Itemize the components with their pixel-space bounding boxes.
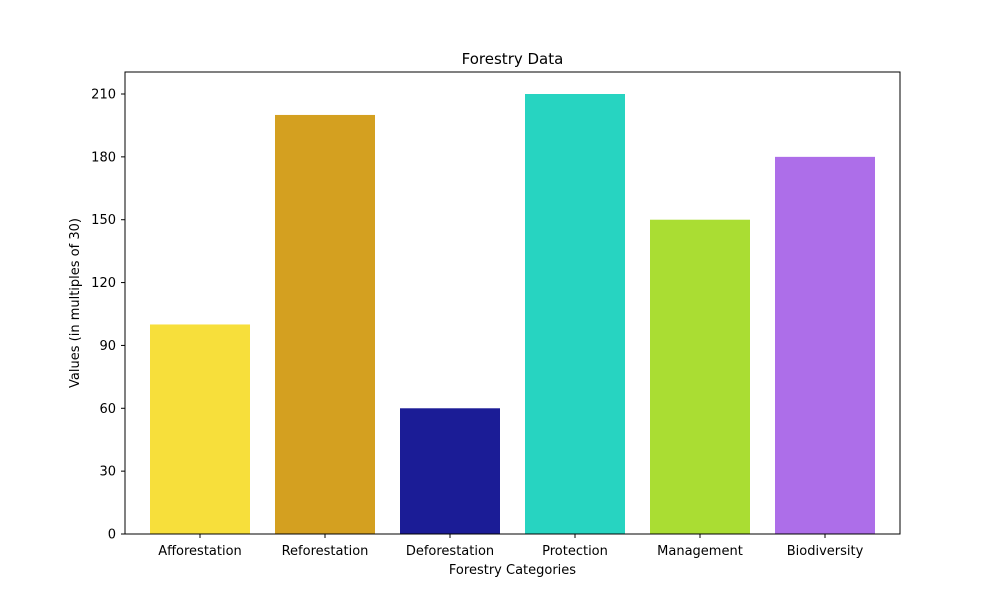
plot-frame — [124, 71, 901, 535]
x-tick-label: Biodiversity — [787, 544, 864, 559]
y-tick-label: 0 — [108, 528, 116, 543]
bar-reforestation — [275, 114, 375, 534]
bar-management — [650, 219, 750, 534]
x-tick-label: Afforestation — [158, 544, 242, 559]
y-tick-label: 120 — [91, 276, 116, 291]
y-tick-label: 30 — [99, 465, 116, 480]
bar-biodiversity — [775, 156, 875, 534]
y-tick-label: 180 — [91, 150, 116, 165]
x-tick-label: Management — [657, 544, 743, 559]
y-tick-label: 60 — [99, 402, 116, 417]
x-axis-label: Forestry Categories — [449, 563, 576, 578]
x-tick-label: Deforestation — [406, 544, 494, 559]
x-axis: Afforestation Reforestation Deforestation P… — [158, 534, 864, 559]
y-axis: 0 30 60 90 120 150 180 210 — [91, 88, 125, 543]
bar-afforestation — [150, 324, 250, 534]
bars-layer — [150, 94, 875, 534]
x-tick-label: Protection — [542, 544, 608, 559]
y-axis-label: Values (in multiples of 30) — [68, 218, 83, 388]
chart-title: Forestry Data — [462, 50, 564, 68]
y-tick-label: 210 — [91, 88, 116, 103]
bar-protection — [525, 94, 625, 534]
y-tick-label: 90 — [99, 339, 116, 354]
bar-deforestation — [400, 408, 500, 534]
y-tick-label: 150 — [91, 213, 116, 228]
x-tick-label: Reforestation — [282, 544, 369, 559]
